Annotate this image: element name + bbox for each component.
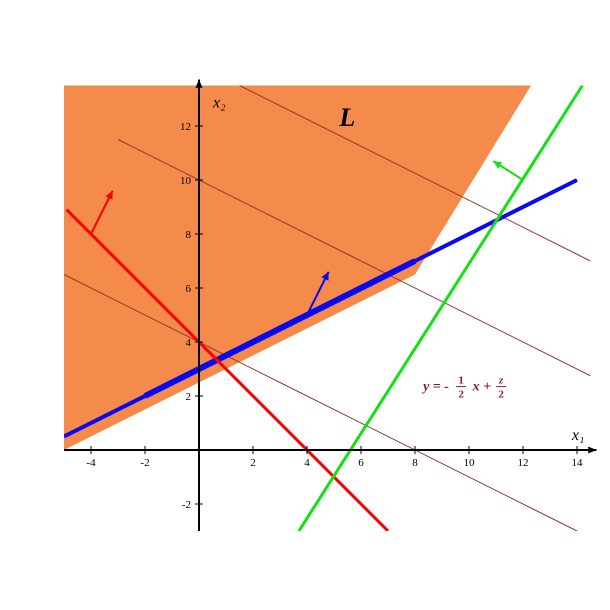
svg-text:12: 12	[180, 121, 191, 133]
svg-text:4: 4	[186, 337, 192, 349]
svg-text:10: 10	[180, 175, 192, 187]
lp-plot: -4-22468101214-224681012x₁x₂Ly = - x + 1…	[0, 0, 610, 610]
x-axis-label: x₁	[571, 427, 585, 444]
svg-text:-4: -4	[86, 457, 96, 469]
svg-text:2: 2	[498, 389, 504, 401]
svg-text:14: 14	[572, 457, 584, 469]
svg-text:4: 4	[304, 457, 310, 469]
svg-text:6: 6	[358, 457, 364, 469]
svg-text:2: 2	[458, 389, 464, 401]
svg-text:6: 6	[186, 283, 192, 295]
svg-text:2: 2	[250, 457, 256, 469]
svg-text:-2: -2	[140, 457, 149, 469]
svg-text:z: z	[498, 375, 504, 387]
svg-text:10: 10	[464, 457, 476, 469]
svg-text:1: 1	[458, 375, 464, 387]
svg-text:8: 8	[186, 229, 192, 241]
svg-text:12: 12	[518, 457, 529, 469]
y-axis-label: x₂	[212, 95, 226, 112]
svg-text:2: 2	[186, 391, 192, 403]
region-label: L	[338, 103, 355, 132]
svg-text:8: 8	[412, 457, 418, 469]
svg-text:-2: -2	[182, 499, 191, 511]
